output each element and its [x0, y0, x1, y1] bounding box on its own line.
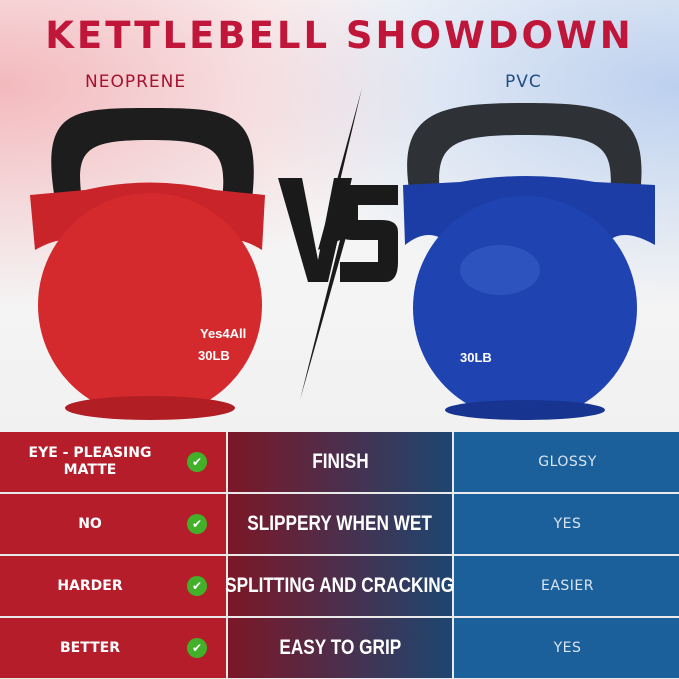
feature-label: SPLITTING AND CRACKING: [225, 574, 455, 597]
neoprene-cell: HARDER ✔: [0, 556, 226, 616]
check-circle-icon: ✔: [187, 514, 207, 534]
neoprene-value: NO: [78, 515, 102, 532]
pvc-cell: YES: [454, 494, 679, 554]
pvc-cell: EASIER: [454, 556, 679, 616]
pvc-cell: YES: [454, 618, 679, 678]
check-circle-icon: ✔: [187, 576, 207, 596]
feature-label: SLIPPERY WHEN WET: [247, 512, 433, 535]
brand-logo: Yes4All: [200, 326, 246, 341]
feature-cell: SLIPPERY WHEN WET: [228, 494, 452, 554]
check-circle-icon: ✔: [187, 638, 207, 658]
neoprene-cell: EYE - PLEASING MATTE ✔: [0, 432, 226, 492]
feature-label: EASY TO GRIP: [279, 636, 401, 659]
pvc-label: PVC: [505, 72, 542, 92]
neoprene-label: NEOPRENE: [85, 72, 187, 92]
page-title: KETTLEBELL SHOWDOWN: [45, 14, 634, 57]
neoprene-cell: BETTER ✔: [0, 618, 226, 678]
neoprene-cell: NO ✔: [0, 494, 226, 554]
pvc-value: EASIER: [540, 578, 594, 594]
pvc-value: YES: [553, 640, 582, 656]
pvc-value: GLOSSY: [538, 454, 597, 470]
feature-cell: SPLITTING AND CRACKING: [225, 556, 455, 616]
feature-cell: FINISH: [228, 432, 452, 492]
vs-mark: [278, 88, 398, 400]
neoprene-kettlebell: Yes4All 30LB: [30, 108, 265, 420]
check-circle-icon: ✔: [187, 452, 207, 472]
right-weight-label: 30LB: [460, 350, 492, 365]
pvc-kettlebell: 30LB: [403, 103, 655, 420]
pvc-value: YES: [553, 516, 582, 532]
feature-cell: EASY TO GRIP: [228, 618, 452, 678]
neoprene-value: EYE - PLEASING MATTE: [28, 445, 152, 478]
left-weight-label: 30LB: [198, 348, 230, 363]
comparison-table: EYE - PLEASING MATTE ✔ FINISH GLOSSY NO ✔ S…: [0, 432, 679, 679]
feature-label: FINISH: [311, 450, 369, 473]
neoprene-value: HARDER: [57, 577, 123, 594]
kettlebell-illustration: Yes4All 30LB 30LB: [30, 88, 655, 420]
neoprene-value: BETTER: [60, 639, 120, 656]
pvc-cell: GLOSSY: [454, 432, 679, 492]
